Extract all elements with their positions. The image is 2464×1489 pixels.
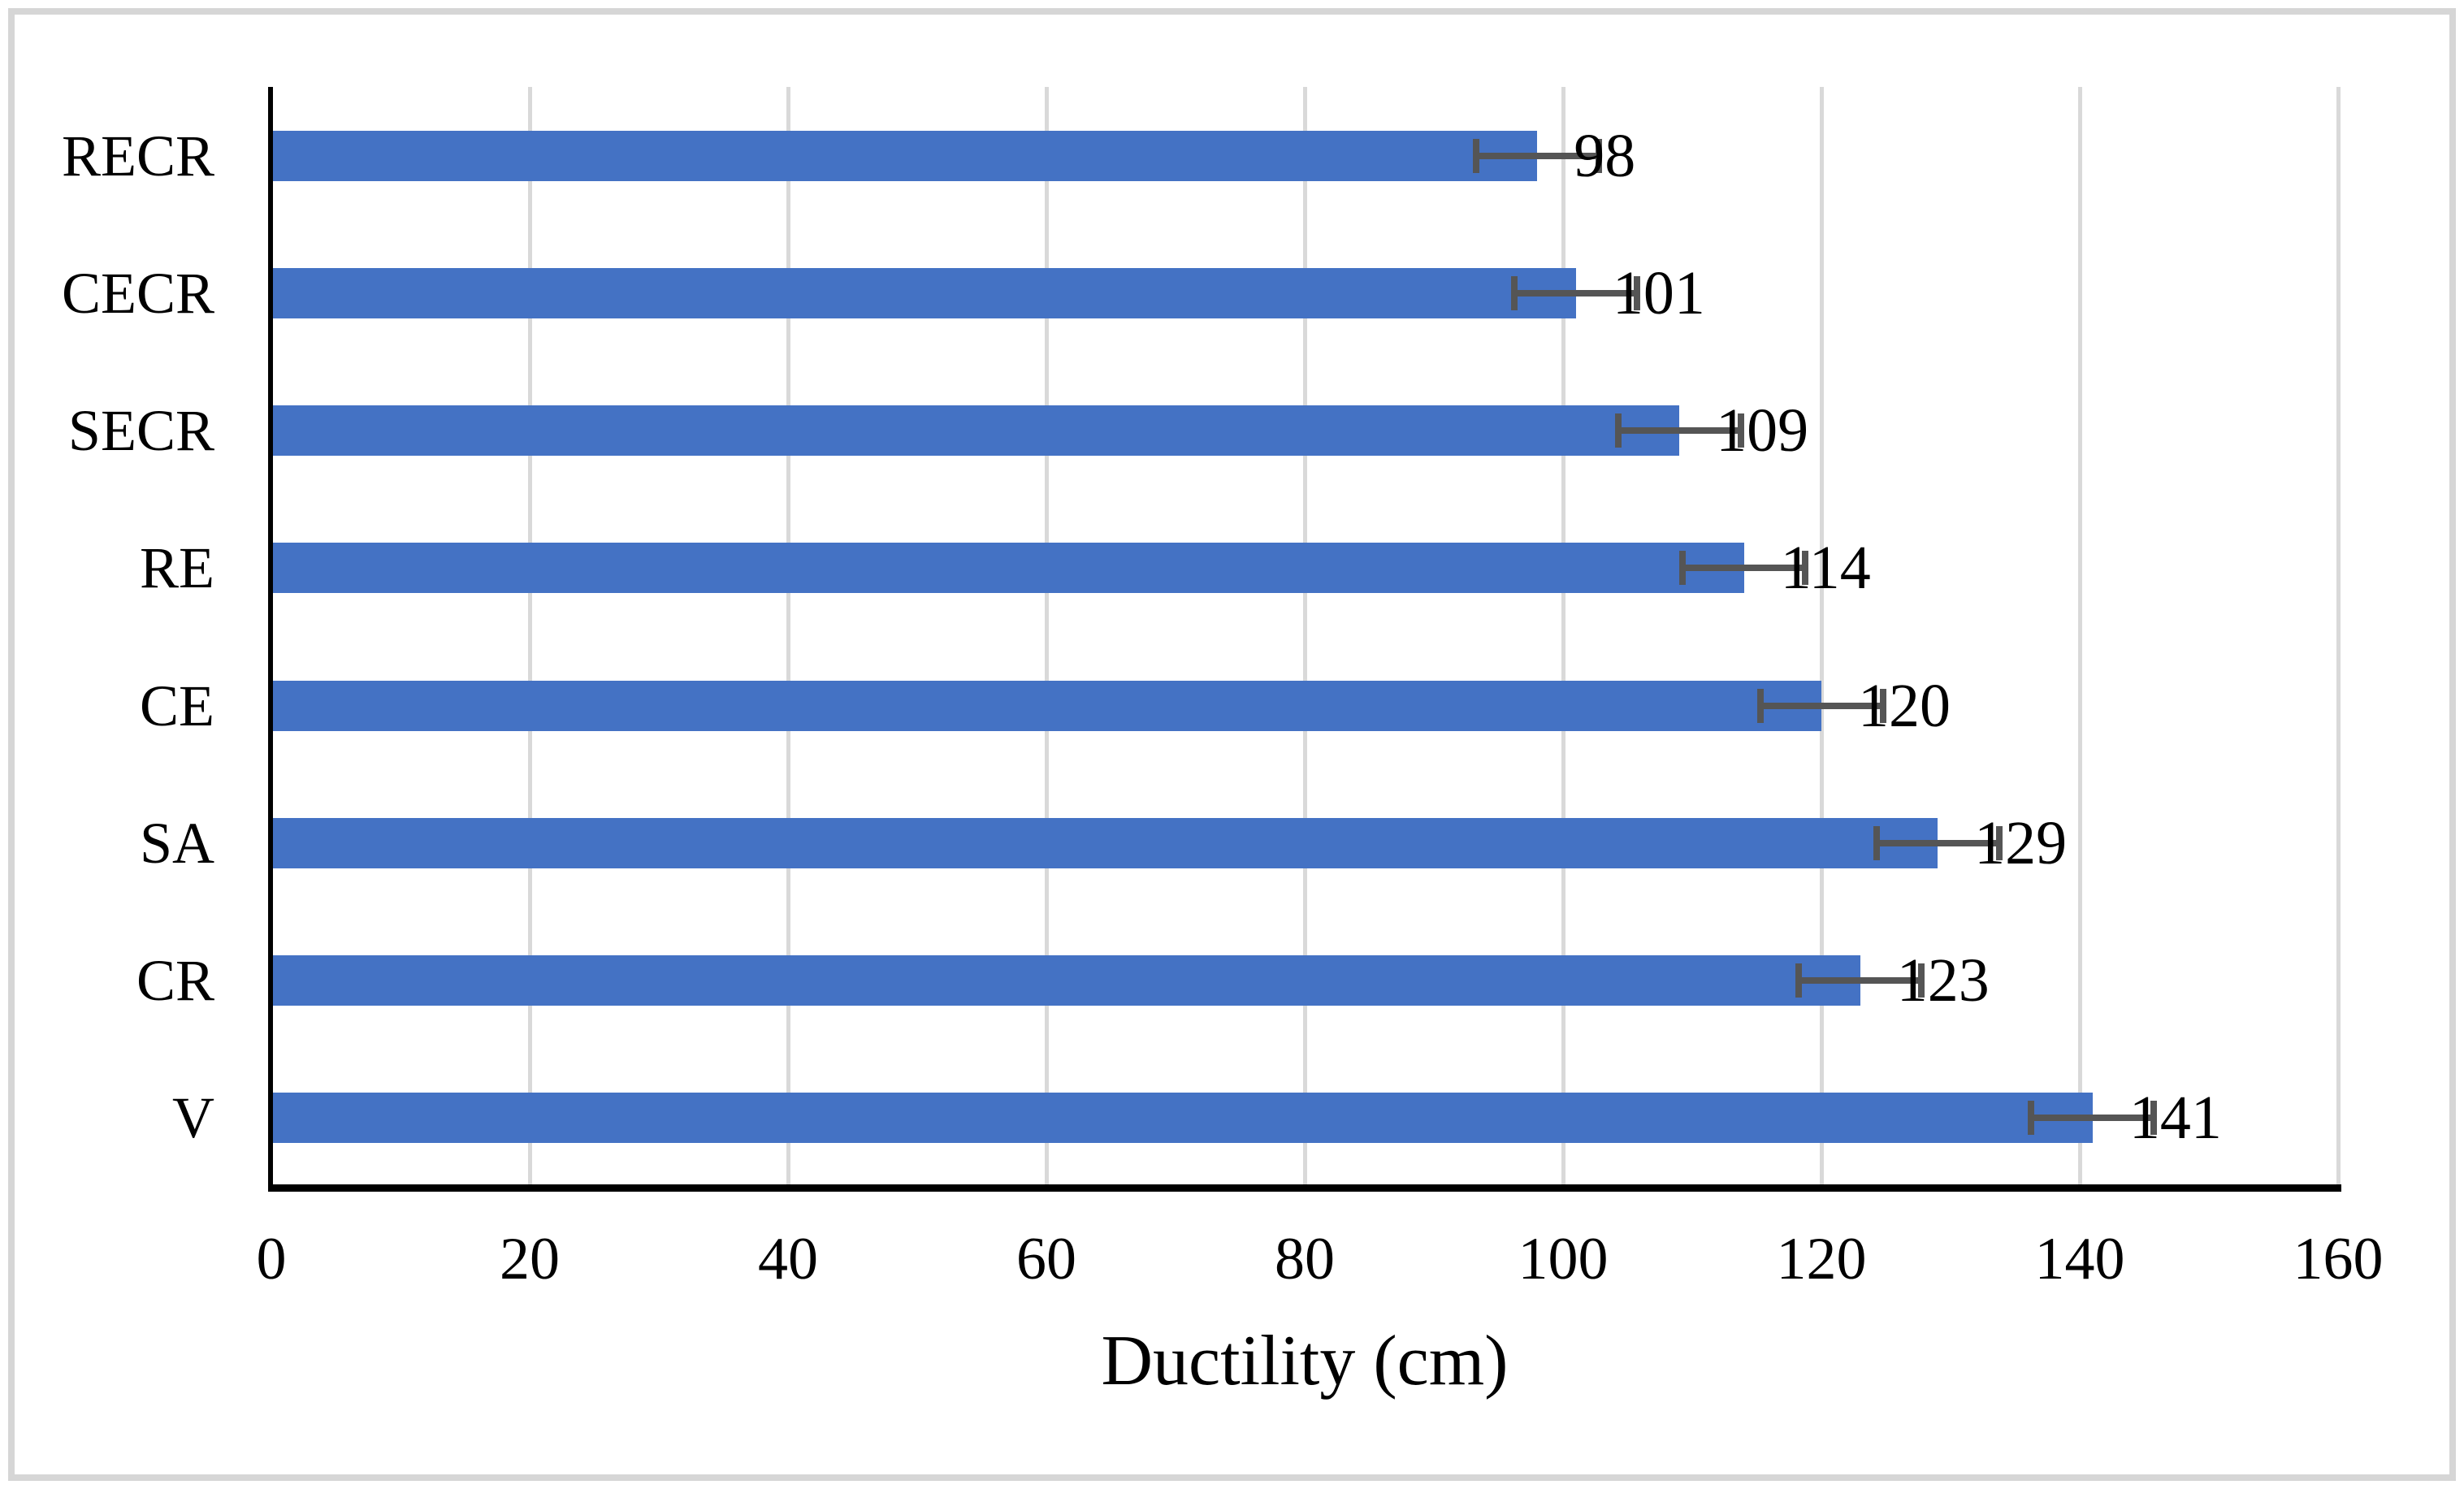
category-label-ce: CE [139, 673, 214, 738]
y-axis-line [268, 87, 273, 1192]
error-bar-re [1679, 565, 1809, 572]
error-cap-plus-sa [1995, 825, 2003, 860]
error-bar-cecr [1511, 289, 1641, 297]
x-tick-label-20: 20 [500, 1226, 560, 1292]
category-label-secr: SECR [67, 398, 214, 464]
error-cap-minus-v [2028, 1101, 2035, 1136]
data-label-recr: 98 [1574, 121, 1636, 190]
error-cap-plus-cr [1918, 963, 1925, 998]
bar-ce [271, 680, 1821, 731]
plot-area [271, 87, 2341, 1187]
error-cap-minus-cecr [1511, 275, 1518, 310]
error-cap-minus-cr [1795, 963, 1803, 998]
error-cap-minus-secr [1614, 413, 1622, 448]
bar-v [271, 1093, 2093, 1144]
x-tick-label-60: 60 [1016, 1226, 1076, 1292]
x-tick-label-100: 100 [1518, 1226, 1609, 1292]
error-bar-recr [1472, 152, 1602, 159]
error-cap-plus-secr [1737, 413, 1744, 448]
data-label-cecr: 101 [1612, 258, 1705, 327]
data-label-v: 141 [2128, 1084, 2222, 1153]
error-bar-cr [1795, 977, 1925, 985]
data-label-re: 114 [1780, 534, 1871, 603]
category-label-recr: RECR [61, 123, 214, 188]
error-cap-plus-ce [1879, 688, 1886, 723]
category-label-re: RE [139, 535, 214, 601]
category-label-cecr: CECR [61, 260, 214, 326]
x-tick-label-140: 140 [2034, 1226, 2125, 1292]
category-label-cr: CR [136, 948, 214, 1014]
error-cap-minus-sa [1873, 825, 1880, 860]
bar-cecr [271, 267, 1576, 318]
error-bar-secr [1614, 427, 1744, 435]
gridline-x-20 [527, 87, 532, 1187]
gridline-x-140 [2077, 87, 2082, 1187]
bar-cr [271, 955, 1860, 1006]
gridline-x-120 [1819, 87, 1824, 1187]
error-cap-plus-re [1802, 551, 1809, 586]
x-axis-title: Ductility (cm) [1101, 1322, 1509, 1400]
x-tick-label-160: 160 [2293, 1226, 2384, 1292]
data-label-secr: 109 [1716, 396, 1809, 465]
x-tick-label-40: 40 [758, 1226, 818, 1292]
x-tick-label-0: 0 [256, 1226, 287, 1292]
error-cap-minus-re [1679, 551, 1687, 586]
gridline-x-40 [786, 87, 790, 1187]
gridline-x-80 [1302, 87, 1307, 1187]
bar-re [271, 543, 1744, 594]
error-bar-sa [1873, 839, 2003, 846]
figure-border [8, 8, 2456, 1481]
bar-secr [271, 405, 1680, 457]
category-label-v: V [172, 1085, 214, 1151]
error-cap-plus-v [2150, 1101, 2158, 1136]
gridline-x-160 [2336, 87, 2341, 1187]
error-cap-minus-ce [1756, 688, 1764, 723]
bar-sa [271, 817, 1938, 868]
bar-recr [271, 130, 1538, 181]
data-label-ce: 120 [1858, 671, 1951, 740]
x-tick-label-120: 120 [1776, 1226, 1867, 1292]
gridline-x-60 [1044, 87, 1049, 1187]
error-cap-plus-recr [1595, 138, 1602, 173]
gridline-x-100 [1561, 87, 1565, 1187]
x-axis-line [268, 1184, 2341, 1192]
error-cap-plus-cecr [1634, 275, 1641, 310]
x-tick-label-80: 80 [1275, 1226, 1335, 1292]
error-bar-v [2028, 1115, 2158, 1122]
category-label-sa: SA [139, 810, 214, 876]
data-label-cr: 123 [1896, 946, 1990, 1015]
error-bar-ce [1756, 702, 1886, 709]
error-cap-minus-recr [1472, 138, 1479, 173]
data-label-sa: 129 [1974, 808, 2068, 877]
